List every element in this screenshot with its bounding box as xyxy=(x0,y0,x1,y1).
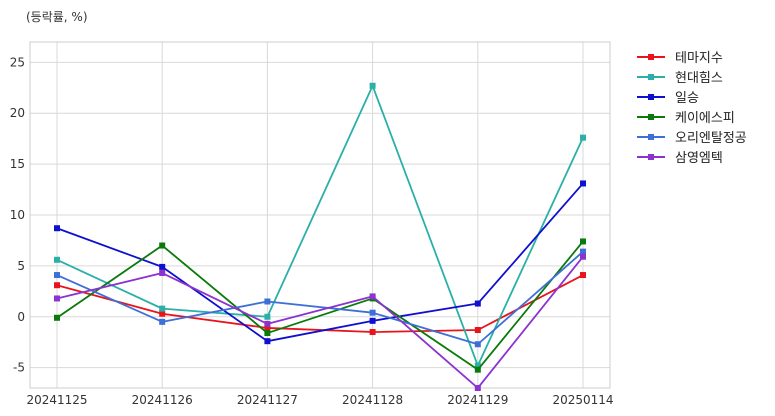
plot-frame xyxy=(29,41,611,389)
x-tick-label: 20250114 xyxy=(552,393,613,407)
data-point xyxy=(580,253,586,260)
data-point xyxy=(159,242,166,249)
legend-label: 현대힘스 xyxy=(675,71,723,86)
legend-label: 삼영엠텍 xyxy=(675,151,723,166)
data-point xyxy=(369,82,376,89)
series-line xyxy=(56,84,584,367)
data-point xyxy=(54,295,60,302)
legend-item: 테마지수 xyxy=(637,51,723,66)
x-tick-label: 20241126 xyxy=(132,393,193,407)
data-point xyxy=(580,272,586,279)
legend-label: 일승 xyxy=(675,91,699,106)
y-tick-label: 25 xyxy=(10,55,25,69)
data-point xyxy=(159,310,166,317)
legend-item: 케이에스피 xyxy=(637,111,735,126)
data-point xyxy=(369,329,376,336)
data-point xyxy=(369,317,376,324)
series-2 xyxy=(54,82,586,369)
data-point xyxy=(474,385,481,391)
data-point xyxy=(474,362,481,369)
data-point xyxy=(264,298,271,305)
legend-label: 테마지수 xyxy=(675,51,723,66)
x-tick-label: 20241127 xyxy=(237,393,298,407)
legend-swatch-marker xyxy=(648,94,654,100)
y-tick-label: 15 xyxy=(10,157,25,171)
unit-label: (등락률, %) xyxy=(26,10,88,24)
y-tick-label: 5 xyxy=(17,259,25,273)
y-tick-label: 0 xyxy=(17,310,25,324)
data-point xyxy=(264,338,271,345)
legend-item: 일승 xyxy=(637,91,699,106)
legend-swatch-marker xyxy=(648,74,654,80)
data-point xyxy=(264,324,271,331)
data-point xyxy=(264,330,271,337)
data-point xyxy=(580,134,586,141)
data-point xyxy=(474,341,481,348)
legend-swatch-marker xyxy=(648,154,654,160)
data-point xyxy=(159,263,166,270)
y-axis: -5 0 5 10 15 20 25 xyxy=(10,55,25,374)
y-tick-label: 20 xyxy=(10,106,25,120)
series-6 xyxy=(54,253,586,391)
data-point xyxy=(54,272,60,279)
series-line xyxy=(56,256,584,389)
x-tick-label: 20241125 xyxy=(26,393,87,407)
legend-swatch-marker xyxy=(648,134,654,140)
x-tick-label: 20241129 xyxy=(447,393,508,407)
legend-swatch-marker xyxy=(648,114,654,120)
legend-label: 오리엔탈정공 xyxy=(675,131,747,146)
series-line xyxy=(56,274,584,333)
data-point xyxy=(264,313,271,320)
y-tick-label: -5 xyxy=(13,361,25,375)
y-tick-label: 10 xyxy=(10,208,25,222)
series-1 xyxy=(54,272,586,336)
data-point xyxy=(369,309,376,316)
series-5 xyxy=(54,248,586,348)
data-point xyxy=(54,314,60,321)
data-point xyxy=(474,326,481,333)
series-group xyxy=(54,82,586,391)
data-point xyxy=(54,225,60,232)
series-3 xyxy=(54,180,586,345)
legend-item: 현대힘스 xyxy=(637,71,723,86)
legend-swatch-marker xyxy=(648,54,654,60)
data-point xyxy=(54,256,60,263)
legend-item: 오리엔탈정공 xyxy=(637,131,747,146)
data-point xyxy=(54,282,60,289)
data-point xyxy=(159,318,166,325)
data-point xyxy=(580,180,586,187)
grid-lines xyxy=(30,42,610,388)
data-point xyxy=(264,320,271,327)
series-line xyxy=(56,240,584,371)
data-point xyxy=(474,366,481,373)
series-line xyxy=(56,182,584,343)
legend-label: 케이에스피 xyxy=(675,111,735,126)
x-tick-label: 20241128 xyxy=(342,393,403,407)
data-point xyxy=(369,293,376,300)
data-point xyxy=(159,270,166,277)
legend-item: 삼영엠텍 xyxy=(637,151,723,166)
x-axis: 20241125 20241126 20241127 20241128 20241129… xyxy=(26,393,613,407)
data-point xyxy=(580,238,586,245)
series-line xyxy=(56,250,584,346)
data-point xyxy=(159,305,166,312)
data-point xyxy=(474,300,481,307)
data-point xyxy=(580,248,586,255)
